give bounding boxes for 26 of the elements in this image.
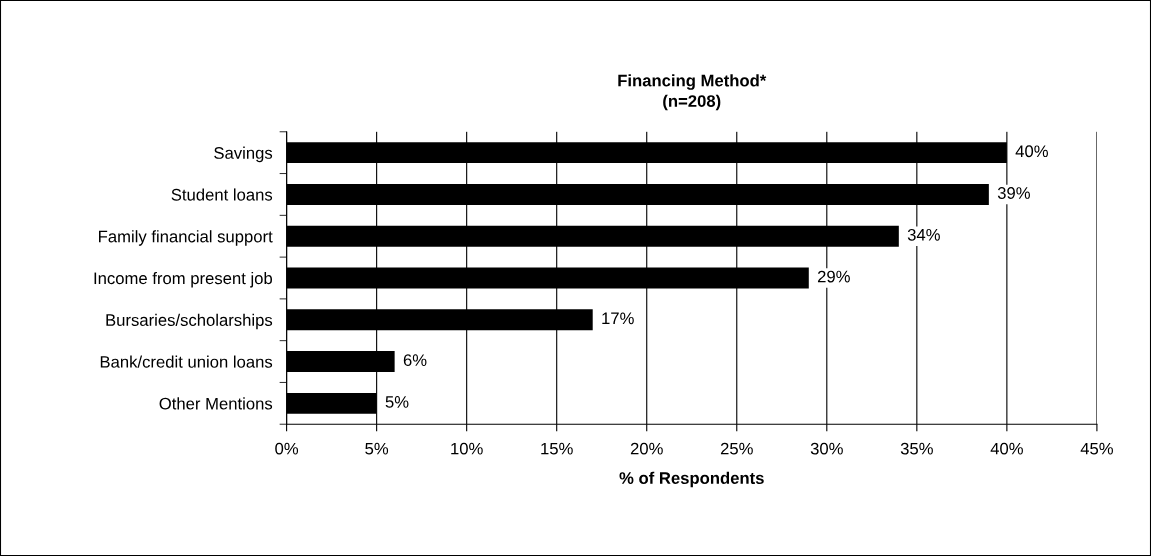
y-tick-label: Family financial support — [99, 230, 273, 246]
x-tick-label: 15% — [541, 442, 573, 455]
y-tick-label: Other Mentions — [159, 397, 273, 410]
x-tick-label: 30% — [810, 442, 843, 455]
x-tick-label: 10% — [451, 442, 483, 455]
x-tick-label: 35% — [900, 442, 933, 455]
data-label: 34% — [907, 228, 940, 241]
y-tick-label: Income from present job — [94, 271, 273, 288]
x-tick-label: 25% — [720, 442, 753, 455]
data-label: 6% — [403, 354, 427, 367]
data-label: 40% — [1015, 145, 1048, 158]
x-tick-label: 45% — [1080, 442, 1113, 455]
x-tick-label: 20% — [630, 442, 663, 455]
y-tick-label: Savings — [214, 146, 273, 163]
y-tick-label: Bank/credit union loans — [100, 355, 273, 368]
chart-title: Financing Method* (n=208) — [618, 74, 767, 111]
x-tick-label: 40% — [990, 442, 1023, 455]
x-axis-title: % of Respondents — [619, 471, 764, 488]
y-tick-label: Bursaries/scholarships — [106, 313, 273, 330]
x-tick-label: 5% — [365, 442, 389, 455]
data-label: 5% — [385, 396, 409, 408]
y-tick-label: Student loans — [171, 188, 273, 201]
x-tick-label: 0% — [275, 442, 299, 455]
data-label: 39% — [997, 187, 1030, 199]
data-label: 17% — [602, 312, 634, 325]
data-label: 29% — [817, 270, 850, 283]
